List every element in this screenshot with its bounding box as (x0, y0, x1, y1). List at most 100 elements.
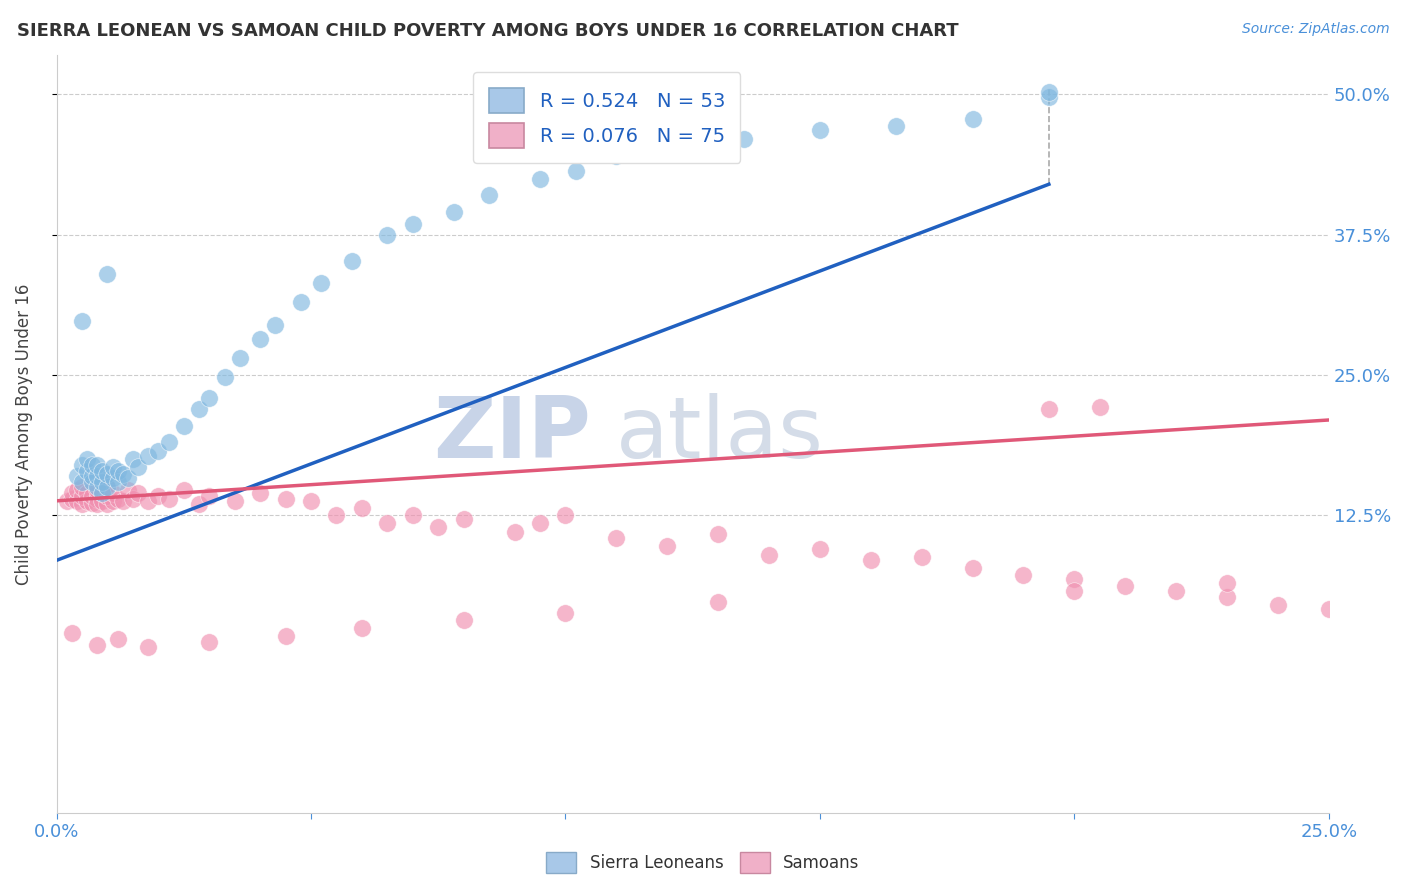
Point (60, 491, 83, 506)
Point (157, 435, 180, 450)
Point (402, 217, 425, 231)
Point (82, 489, 104, 503)
Point (111, 493, 134, 508)
Point (70, 314, 93, 328)
Point (101, 471, 124, 485)
Point (76, 486, 98, 500)
Text: SIERRA LEONEAN VS SAMOAN CHILD POVERTY AMONG BOYS UNDER 16 CORRELATION CHART: SIERRA LEONEAN VS SAMOAN CHILD POVERTY A… (17, 22, 959, 40)
Point (86, 491, 108, 506)
Point (808, 542, 831, 557)
Point (122, 452, 145, 467)
Point (70, 480, 93, 494)
Point (808, 123, 831, 137)
Point (188, 497, 211, 511)
Point (66, 493, 89, 508)
Point (1216, 591, 1239, 605)
Point (1012, 568, 1035, 582)
Point (962, 112, 984, 127)
Point (554, 606, 576, 620)
Point (350, 500, 373, 515)
Point (96, 497, 118, 511)
Point (884, 119, 907, 133)
Point (76, 463, 98, 477)
Point (82, 469, 104, 483)
Y-axis label: Child Poverty Among Boys Under 16: Child Poverty Among Boys Under 16 (15, 284, 32, 585)
Point (1088, 400, 1111, 414)
Point (70, 475, 93, 489)
Point (96, 480, 118, 494)
Point (198, 391, 221, 405)
Point (290, 295, 312, 310)
Point (136, 449, 159, 463)
Point (325, 508, 347, 523)
Point (127, 486, 149, 500)
Point (657, 141, 679, 155)
Point (91, 486, 114, 500)
Point (1038, 85, 1060, 99)
Point (1216, 575, 1239, 590)
Point (86, 469, 108, 483)
Legend: Sierra Leoneans, Samoans: Sierra Leoneans, Samoans (540, 846, 866, 880)
Point (76, 493, 98, 508)
Point (274, 628, 297, 642)
Point (107, 463, 129, 477)
Point (564, 163, 586, 178)
Point (229, 351, 252, 366)
Text: Source: ZipAtlas.com: Source: ZipAtlas.com (1241, 22, 1389, 37)
Point (340, 253, 363, 268)
Point (309, 276, 332, 290)
Point (198, 635, 221, 649)
Point (1317, 601, 1340, 615)
Legend: R = 0.524   N = 53, R = 0.076   N = 75: R = 0.524 N = 53, R = 0.076 N = 75 (474, 72, 741, 163)
Point (60, 626, 83, 640)
Point (122, 491, 145, 506)
Point (101, 486, 124, 500)
Point (453, 512, 475, 526)
Point (249, 486, 271, 500)
Point (503, 525, 526, 540)
Point (453, 613, 475, 627)
Point (101, 460, 124, 475)
Point (86, 497, 108, 511)
Point (91, 486, 114, 500)
Point (962, 561, 984, 575)
Point (1063, 573, 1085, 587)
Point (657, 539, 679, 553)
Point (605, 531, 627, 545)
Point (427, 519, 450, 533)
Point (86, 458, 108, 472)
Point (76, 452, 98, 467)
Point (82, 496, 104, 510)
Point (214, 370, 236, 384)
Point (148, 444, 170, 458)
Point (443, 205, 465, 219)
Point (529, 171, 551, 186)
Point (911, 549, 934, 564)
Point (66, 483, 89, 497)
Point (224, 493, 246, 508)
Point (101, 493, 124, 508)
Point (274, 491, 297, 506)
Point (264, 318, 287, 332)
Text: ZIP: ZIP (433, 392, 591, 475)
Point (136, 640, 159, 654)
Point (157, 491, 180, 506)
Point (1267, 598, 1289, 612)
Point (86, 480, 108, 494)
Point (70, 489, 93, 503)
Point (96, 267, 118, 281)
Point (86, 638, 108, 652)
Point (60, 486, 83, 500)
Point (377, 516, 399, 531)
Point (1114, 579, 1136, 593)
Point (733, 132, 755, 146)
Point (148, 489, 170, 503)
Point (707, 527, 730, 541)
Point (96, 480, 118, 494)
Point (66, 469, 89, 483)
Point (107, 632, 129, 646)
Point (96, 489, 118, 503)
Point (249, 332, 271, 346)
Point (1038, 401, 1060, 416)
Point (117, 471, 139, 485)
